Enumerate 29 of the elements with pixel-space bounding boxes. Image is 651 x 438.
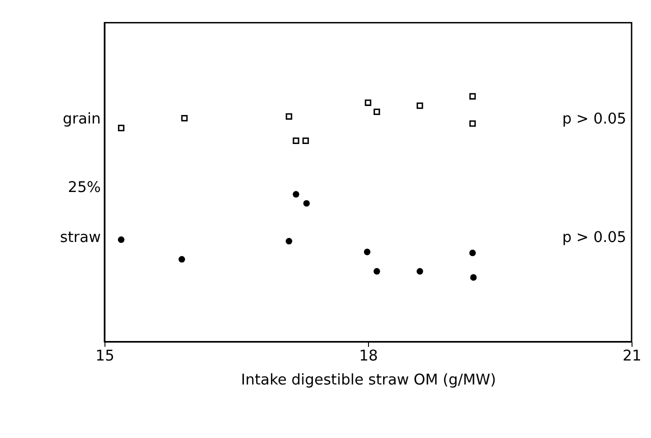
point xyxy=(292,190,300,198)
point xyxy=(469,93,476,100)
point xyxy=(118,124,124,132)
point xyxy=(416,268,424,275)
point xyxy=(286,113,292,120)
point xyxy=(286,238,292,244)
x-axis-title: Intake digestible straw OM (g/MW) xyxy=(240,372,496,389)
point xyxy=(416,102,424,109)
point xyxy=(302,138,309,144)
text: grain xyxy=(62,110,101,128)
x-tick-label: 18 xyxy=(359,348,378,365)
point xyxy=(374,268,380,275)
x-tick-label: 15 xyxy=(96,348,114,365)
point xyxy=(470,274,477,281)
x-tick-label: 21 xyxy=(622,348,642,365)
point xyxy=(374,108,380,116)
point xyxy=(118,236,124,243)
point xyxy=(469,250,476,256)
point xyxy=(181,114,188,122)
text: straw xyxy=(60,228,101,246)
text: 25% xyxy=(68,178,101,196)
point xyxy=(303,200,310,207)
point xyxy=(364,248,370,256)
annotation: p > 0.05 xyxy=(562,228,626,246)
point xyxy=(178,256,186,263)
point xyxy=(469,120,476,127)
point xyxy=(364,99,372,106)
point xyxy=(292,138,300,144)
annotation: p > 0.05 xyxy=(562,110,626,128)
